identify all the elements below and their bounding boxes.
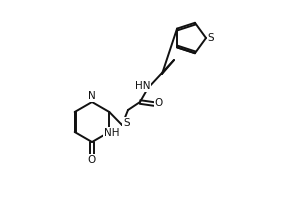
Text: HN: HN [135,81,151,91]
Text: S: S [208,33,214,43]
Text: N: N [88,91,96,101]
Text: O: O [154,98,163,108]
Text: S: S [123,118,130,128]
Text: NH: NH [103,128,119,138]
Text: O: O [88,155,96,165]
